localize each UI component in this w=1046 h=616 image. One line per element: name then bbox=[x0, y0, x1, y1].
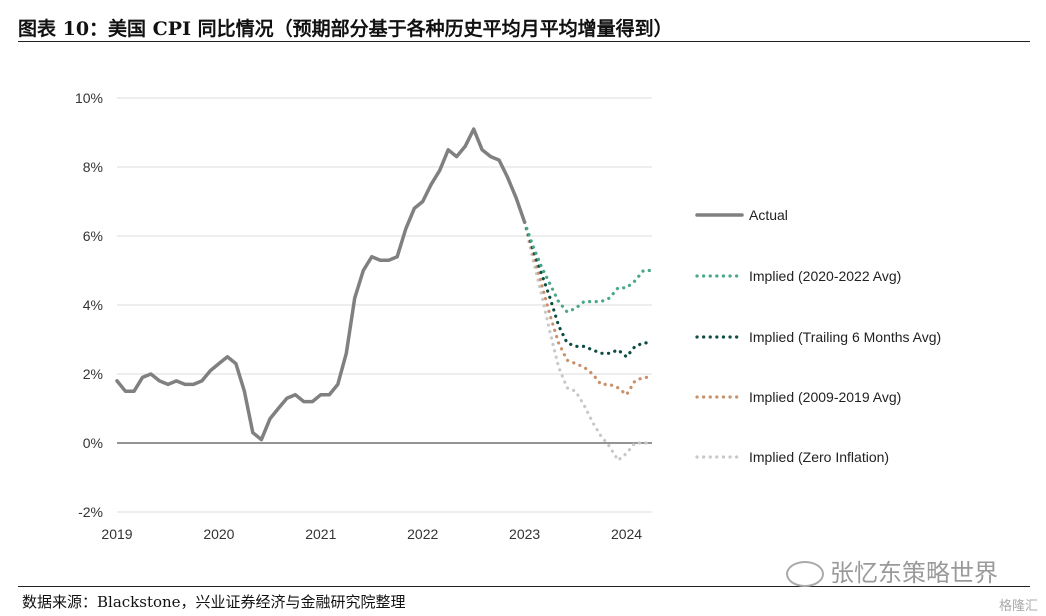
y-tick-label: 8% bbox=[83, 159, 103, 175]
source-rule bbox=[18, 586, 1030, 587]
y-tick-label: 10% bbox=[75, 90, 103, 106]
legend-label: Implied (Zero Inflation) bbox=[749, 449, 889, 465]
series-line-implied-2020-2022-avg bbox=[523, 220, 654, 314]
legend-label: Actual bbox=[749, 207, 788, 223]
grid-layer bbox=[117, 97, 652, 513]
wechat-icon bbox=[786, 561, 824, 587]
legend-label: Implied (Trailing 6 Months Avg) bbox=[749, 329, 941, 345]
figure-title: 图表 10：美国 CPI 同比情况（预期部分基于各种历史平均月平均增量得到） bbox=[18, 18, 673, 40]
title-rule bbox=[18, 41, 1030, 42]
axis-layer: 10% 8% 6% 4% 2% 0% -2% 2019 2020 2021 2022 2023 2024 bbox=[75, 90, 642, 542]
x-tick-label: 2019 bbox=[101, 526, 132, 542]
x-tick-label: 2021 bbox=[305, 526, 336, 542]
x-tick-label: 2023 bbox=[509, 526, 540, 542]
y-tick-label: 0% bbox=[83, 435, 103, 451]
x-tick-label: 2024 bbox=[611, 526, 642, 542]
y-tick-label: 2% bbox=[83, 366, 103, 382]
y-tick-label: 6% bbox=[83, 228, 103, 244]
series-line-implied-zero-inflation bbox=[523, 220, 654, 462]
watermark-text: 张忆东策略世界 bbox=[830, 559, 998, 587]
y-tick-label: -2% bbox=[78, 504, 103, 520]
x-tick-label: 2020 bbox=[203, 526, 234, 542]
legend-label: Implied (2020-2022 Avg) bbox=[749, 268, 901, 284]
source-note: 数据来源：Blackstone，兴业证券经济与金融研究院整理 bbox=[22, 593, 406, 611]
brand-mark: 格隆汇 bbox=[998, 599, 1038, 614]
series-line-implied-trailing-6-months-avg bbox=[523, 220, 654, 359]
legend: Actual Implied (2020-2022 Avg) Implied (Tr… bbox=[695, 207, 941, 465]
watermark: 张忆东策略世界 bbox=[786, 553, 998, 588]
y-tick-label: 4% bbox=[83, 297, 103, 313]
series-line-actual bbox=[115, 127, 527, 442]
series-layer bbox=[115, 127, 654, 462]
x-tick-label: 2022 bbox=[407, 526, 438, 542]
legend-label: Implied (2009-2019 Avg) bbox=[749, 389, 901, 405]
series-line-implied-2009-2019-avg bbox=[523, 220, 654, 397]
